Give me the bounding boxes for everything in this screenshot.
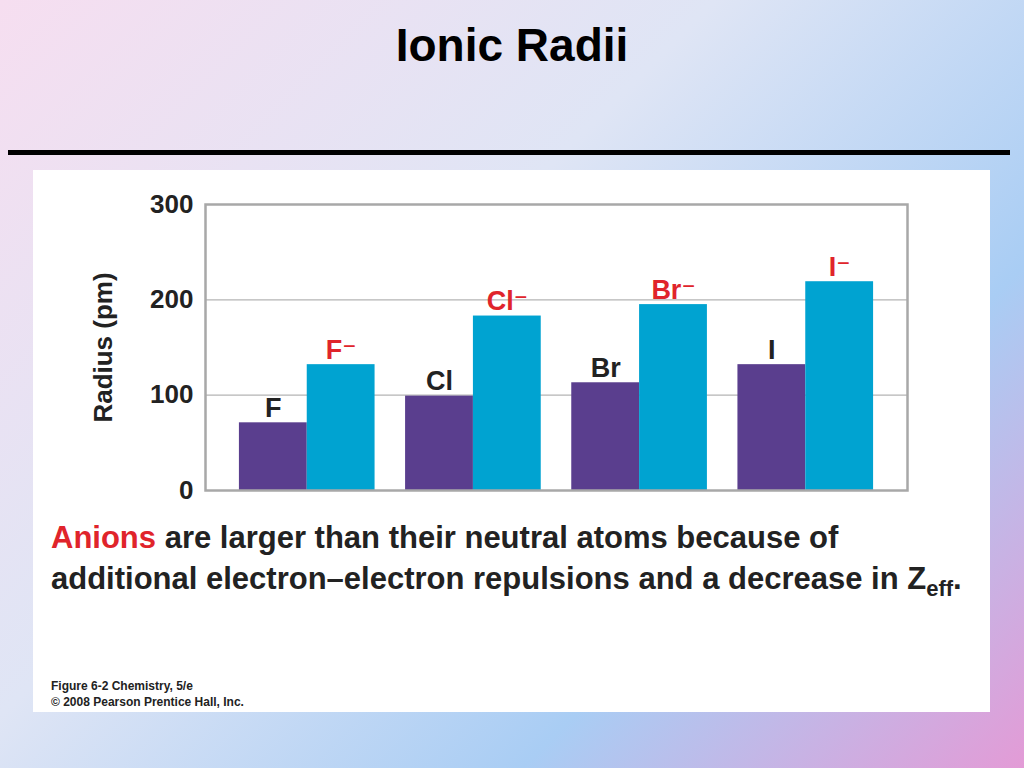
svg-text:Br: Br	[591, 353, 621, 383]
svg-text:I⁻: I⁻	[829, 252, 851, 282]
svg-text:Br⁻: Br⁻	[651, 275, 695, 305]
svg-text:0: 0	[179, 475, 193, 505]
svg-text:F: F	[265, 393, 282, 423]
html-text:Ionic Radii: Ionic Radii	[395, 19, 629, 71]
svg-text:Cl⁻: Cl⁻	[487, 286, 528, 316]
html-text:Anions are larger than their n: Anions are larger than their neutral ato…	[51, 520, 962, 602]
svg-text:Cl: Cl	[426, 366, 453, 396]
html-text:© 2008 Pearson Prentice Hall,: © 2008 Pearson Prentice Hall, Inc.	[51, 695, 244, 710]
svg-text:300: 300	[150, 189, 193, 219]
svg-text:200: 200	[150, 284, 193, 314]
svg-text:I: I	[768, 335, 776, 365]
html-text:Figure 6-2 Chemistry, 5/e: Figure 6-2 Chemistry, 5/e	[51, 679, 193, 693]
svg-text:F⁻: F⁻	[326, 335, 357, 365]
svg-text:100: 100	[150, 379, 193, 409]
svg-text:Radius (pm): Radius (pm)	[88, 272, 118, 422]
